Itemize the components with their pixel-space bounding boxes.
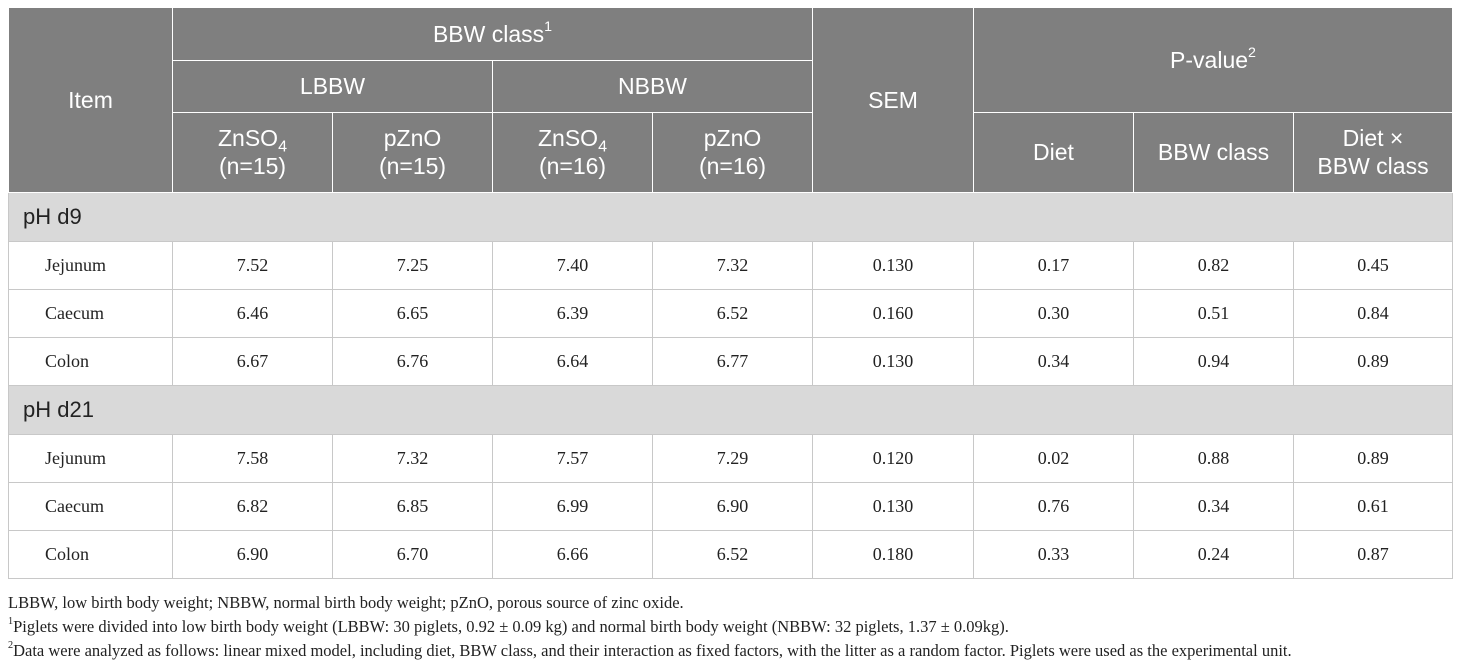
cell: 0.89 <box>1292 433 1454 483</box>
cell: 6.66 <box>492 529 653 579</box>
row-item: Caecum <box>8 481 173 531</box>
row-item: Jejunum <box>8 240 173 290</box>
cell: 0.76 <box>973 481 1134 531</box>
cell: 0.130 <box>812 240 974 290</box>
cell: 0.130 <box>812 336 974 386</box>
cell: 0.87 <box>1292 529 1454 579</box>
cell: 6.99 <box>492 481 653 531</box>
header-lbbw-pzno: pZnO (n=15) <box>332 111 493 193</box>
section-title: pH d21 <box>7 384 1454 435</box>
row-item: Caecum <box>8 288 173 338</box>
header-nbbw-znso4: ZnSO4 (n=16) <box>492 111 653 193</box>
row-item: Jejunum <box>8 433 173 483</box>
cell: 7.40 <box>492 240 653 290</box>
cell: 0.130 <box>812 481 974 531</box>
header-p-bbw: BBW class <box>1133 111 1294 193</box>
row-item: Colon <box>8 529 173 579</box>
cell: 6.77 <box>652 336 813 386</box>
ph-results-table: Item BBW class1 SEM P-value2 LBBW NBBW Z… <box>7 8 1454 579</box>
cell: 6.85 <box>332 481 493 531</box>
cell: 7.52 <box>172 240 333 290</box>
cell: 0.160 <box>812 288 974 338</box>
table-row: Jejunum 7.52 7.25 7.40 7.32 0.130 0.17 0.82 0.4… <box>8 240 1454 290</box>
cell: 0.45 <box>1292 240 1454 290</box>
cell: 7.25 <box>332 240 493 290</box>
cell: 0.33 <box>973 529 1134 579</box>
cell: 0.84 <box>1292 288 1454 338</box>
header-pvalue: P-value2 <box>972 8 1454 113</box>
header-nbbw: NBBW <box>492 59 813 113</box>
cell: 6.65 <box>332 288 493 338</box>
cell: 0.51 <box>1133 288 1294 338</box>
header-lbbw-znso4: ZnSO4 (n=15) <box>172 111 333 193</box>
cell: 6.76 <box>332 336 493 386</box>
cell: 6.39 <box>492 288 653 338</box>
row-item: Colon <box>8 336 173 386</box>
section-row: pH d9 <box>7 191 1454 242</box>
table-row: Caecum 6.46 6.65 6.39 6.52 0.160 0.30 0.51 0.84 <box>8 288 1454 338</box>
cell: 0.17 <box>973 240 1134 290</box>
footnote-2: 2Data were analyzed as follows: linear m… <box>8 639 1292 660</box>
cell: 0.34 <box>1133 481 1294 531</box>
header-p-interaction: Diet × BBW class <box>1292 111 1454 193</box>
cell: 6.64 <box>492 336 653 386</box>
table-body: pH d9 Jejunum 7.52 7.25 7.40 7.32 0.130 0.17 0… <box>7 191 1454 579</box>
cell: 6.52 <box>652 529 813 579</box>
footnote-1: 1Piglets were divided into low birth bod… <box>8 615 1009 636</box>
header-sem: SEM <box>812 8 974 193</box>
cell: 7.57 <box>492 433 653 483</box>
pvalue-label: P-value <box>1170 46 1249 73</box>
table-row: Caecum 6.82 6.85 6.99 6.90 0.130 0.76 0.34 0.61 <box>8 481 1454 531</box>
table-row: Colon 6.67 6.76 6.64 6.77 0.130 0.34 0.94 0.89 <box>8 336 1454 386</box>
cell: 7.32 <box>652 240 813 290</box>
table-row: Colon 6.90 6.70 6.66 6.52 0.180 0.33 0.24 0.87 <box>8 529 1454 579</box>
header-p-diet: Diet <box>973 111 1134 193</box>
cell: 0.30 <box>973 288 1134 338</box>
bbw-class-label: BBW class <box>432 20 545 47</box>
cell: 0.02 <box>973 433 1134 483</box>
cell: 0.180 <box>812 529 974 579</box>
section-row: pH d21 <box>7 384 1454 435</box>
header-nbbw-pzno: pZnO (n=16) <box>652 111 813 193</box>
table-header: Item BBW class1 SEM P-value2 LBBW NBBW Z… <box>8 8 1454 193</box>
cell: 0.89 <box>1292 336 1454 386</box>
table-footnotes: LBBW, low birth body weight; NBBW, norma… <box>8 591 1458 663</box>
header-item: Item <box>8 8 173 193</box>
cell: 6.90 <box>172 529 333 579</box>
header-bbw-class: BBW class1 <box>172 8 813 61</box>
cell: 0.120 <box>812 433 974 483</box>
cell: 7.29 <box>652 433 813 483</box>
cell: 0.34 <box>973 336 1134 386</box>
results-table-container: Item BBW class1 SEM P-value2 LBBW NBBW Z… <box>7 8 1454 579</box>
cell: 0.94 <box>1133 336 1294 386</box>
cell: 6.82 <box>172 481 333 531</box>
header-lbbw: LBBW <box>172 59 493 113</box>
abbreviations-note: LBBW, low birth body weight; NBBW, norma… <box>8 593 684 612</box>
cell: 0.82 <box>1133 240 1294 290</box>
cell: 6.46 <box>172 288 333 338</box>
pvalue-footnote-mark: 2 <box>1248 44 1256 61</box>
cell: 0.61 <box>1292 481 1454 531</box>
table-row: Jejunum 7.58 7.32 7.57 7.29 0.120 0.02 0.88 0.8… <box>8 433 1454 483</box>
cell: 6.67 <box>172 336 333 386</box>
cell: 6.52 <box>652 288 813 338</box>
section-title: pH d9 <box>7 191 1454 242</box>
cell: 0.24 <box>1133 529 1294 579</box>
cell: 6.90 <box>652 481 813 531</box>
bbw-class-footnote-mark: 1 <box>544 18 553 35</box>
cell: 7.58 <box>172 433 333 483</box>
cell: 0.88 <box>1133 433 1294 483</box>
cell: 7.32 <box>332 433 493 483</box>
cell: 6.70 <box>332 529 493 579</box>
